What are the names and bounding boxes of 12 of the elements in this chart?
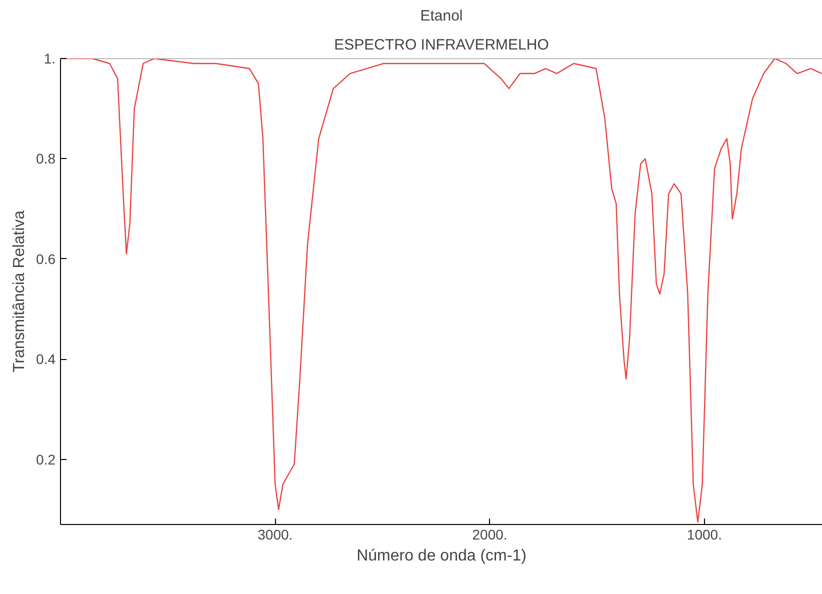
- chart-title: Etanol: [420, 8, 463, 24]
- y-tick-label: 0.8: [36, 150, 56, 167]
- y-tick-label: 1.: [44, 50, 56, 66]
- x-tick-label: 1000.: [686, 526, 722, 542]
- y-axis-title: Transmitância Relativa: [11, 210, 28, 373]
- x-tick-label: 2000.: [472, 526, 508, 542]
- y-tick-label: 0.4: [36, 351, 56, 368]
- chart-subtitle: ESPECTRO INFRAVERMELHO: [334, 36, 549, 54]
- x-tick-label: 3000.: [258, 526, 293, 542]
- y-tick-label: 0.6: [36, 250, 56, 267]
- x-axis-title: Número de onda (cm-1): [356, 548, 526, 564]
- y-tick-label: 0.2: [36, 451, 56, 468]
